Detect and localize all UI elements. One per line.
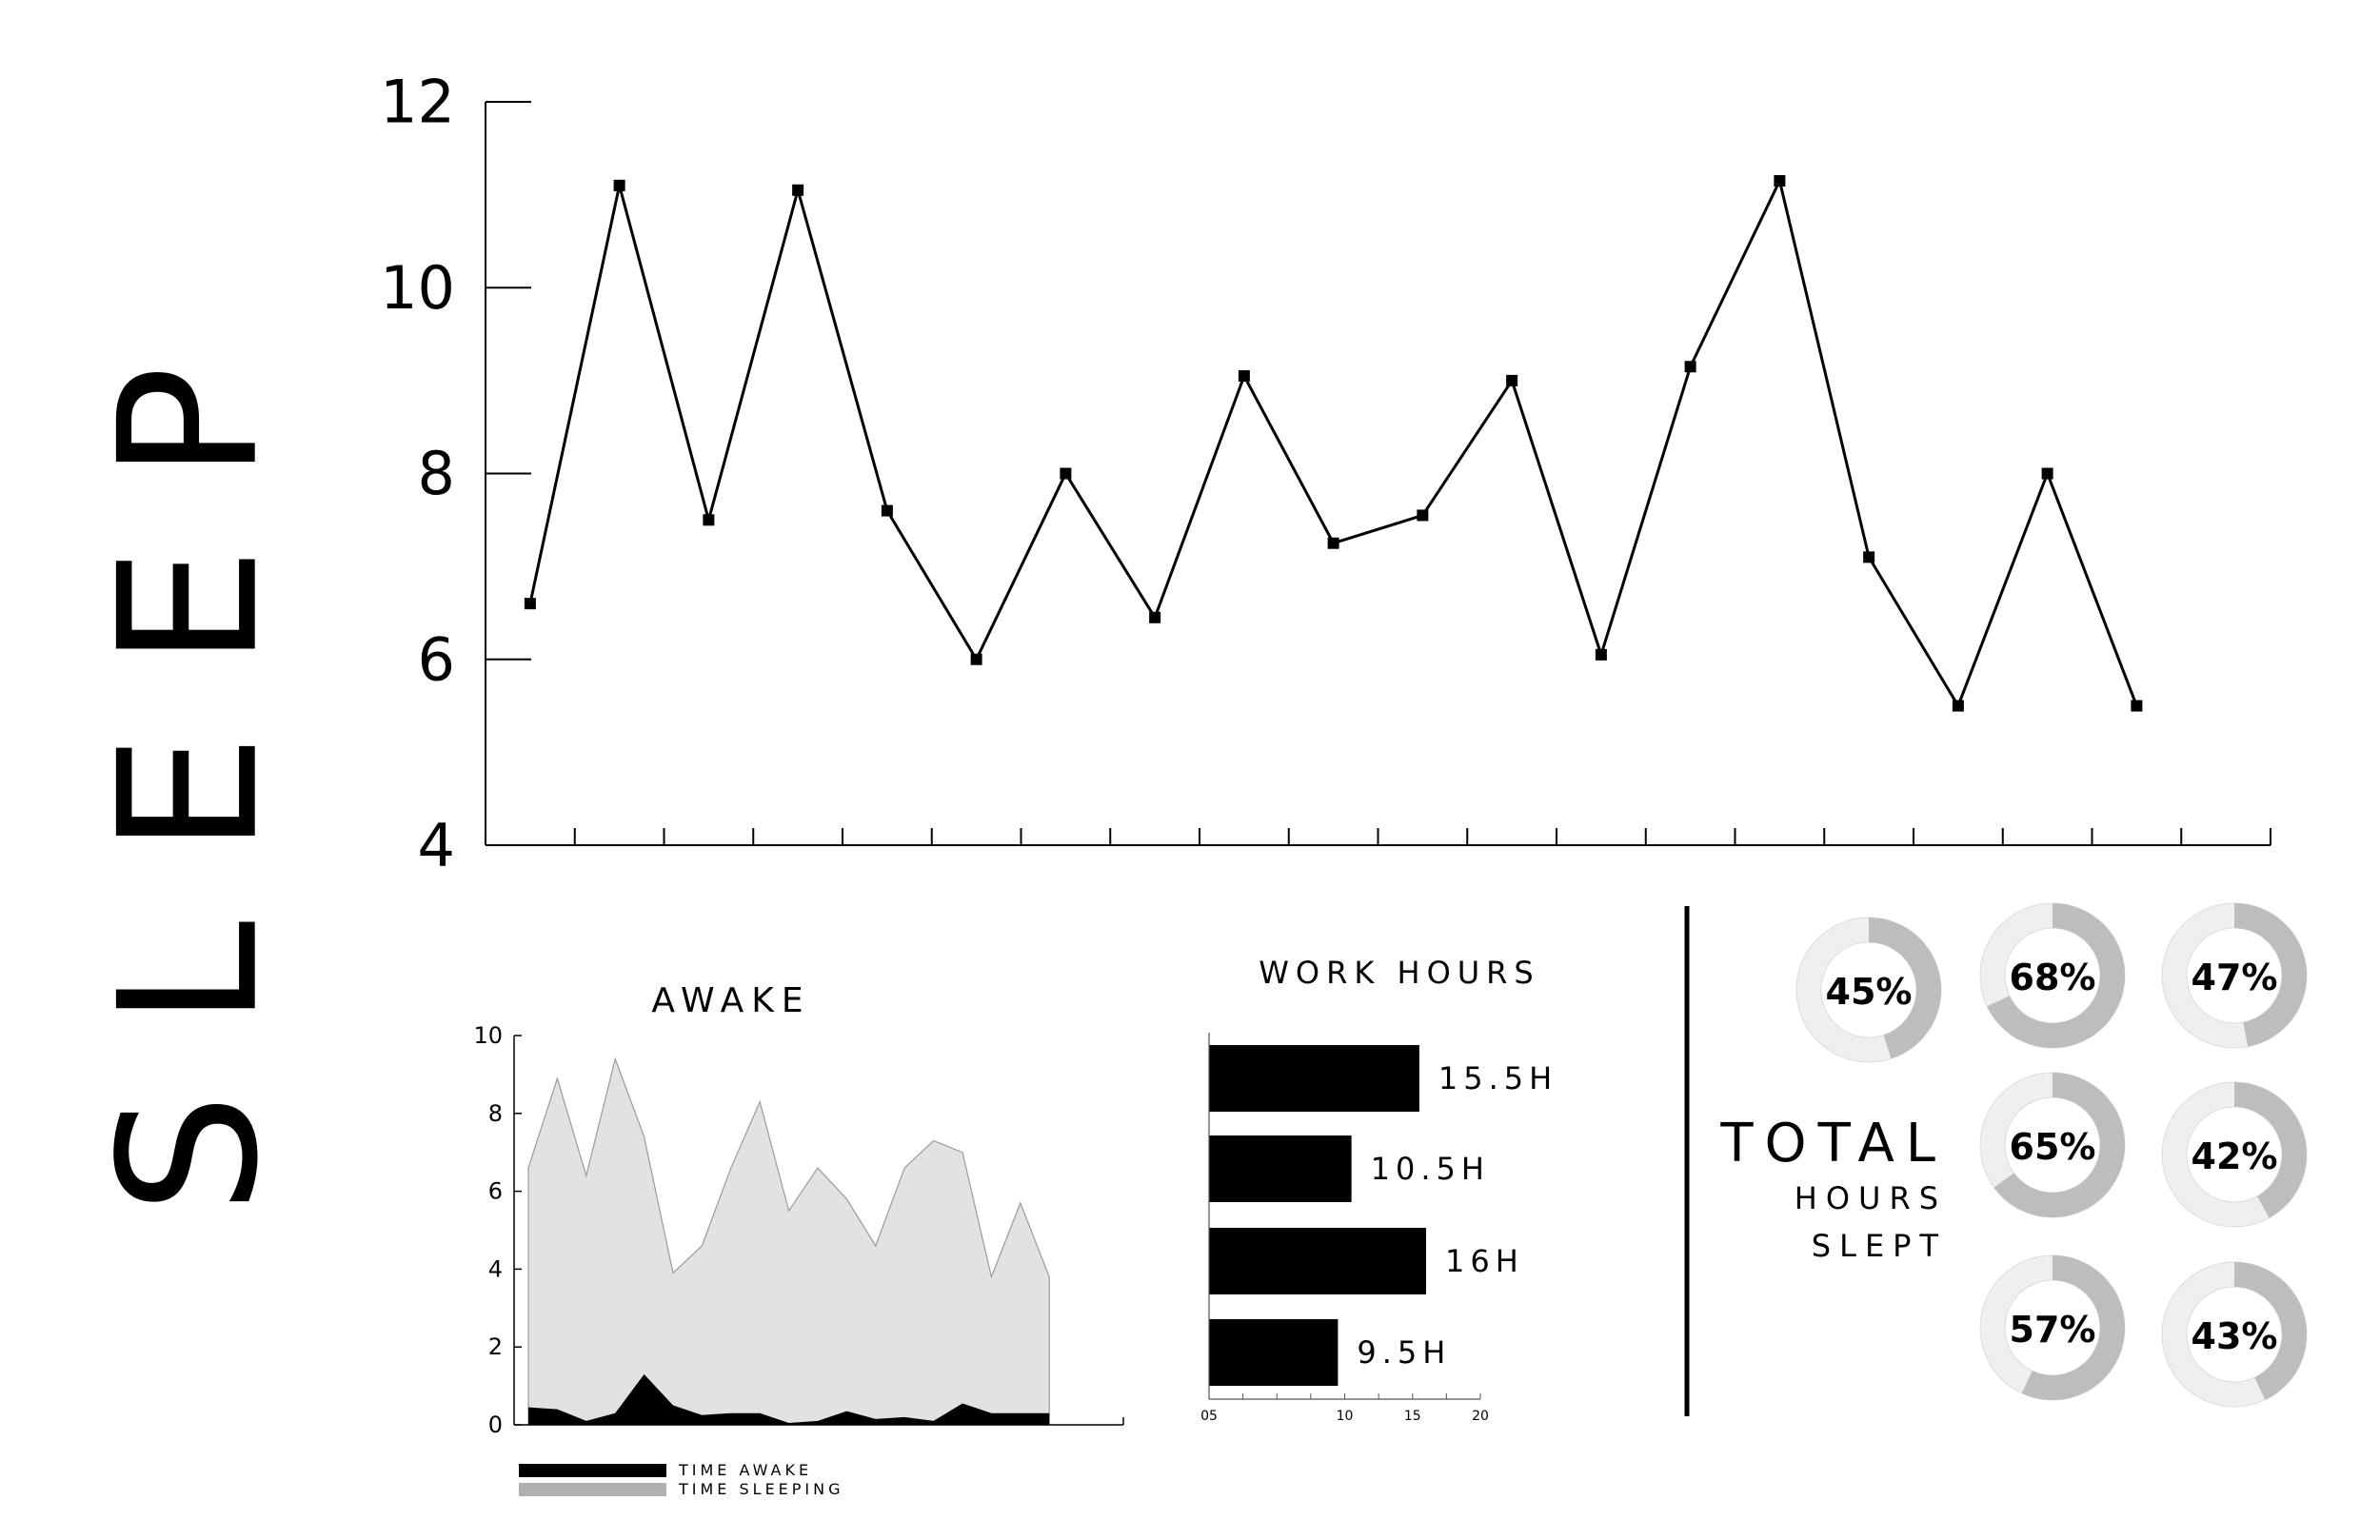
legend-label-time-sleeping: TIME SLEEPING xyxy=(678,1480,844,1498)
line-chart-point xyxy=(2041,467,2053,480)
donut-percent-label: 43% xyxy=(2192,1315,2278,1357)
line-chart-y-tick-label: 12 xyxy=(380,68,455,137)
work-hours-bar-chart: WORK HOURS 15.5H 10.5H 16H 9.5H 05 10 15 20 xyxy=(1200,955,1557,1424)
donut-percent-label: 57% xyxy=(2010,1309,2096,1351)
line-chart-x-ticks xyxy=(573,828,2271,845)
work-hours-bar-label: 9.5H xyxy=(1357,1334,1451,1371)
donut-charts: 45% 68% 47% 65% 42% 57% 43% xyxy=(1795,902,2308,1408)
work-hours-title: WORK HOURS xyxy=(1259,955,1539,991)
line-chart-point xyxy=(524,598,536,610)
bar-chart-x-tick-label: 10 xyxy=(1337,1409,1354,1424)
line-chart-point xyxy=(703,514,715,526)
work-hours-bar-label: 16H xyxy=(1445,1243,1524,1279)
line-chart-point xyxy=(1149,611,1161,623)
total-title: TOTAL xyxy=(1719,1113,1947,1175)
line-chart-point xyxy=(1952,700,1964,712)
donut-chart: 42% xyxy=(2161,1081,2308,1228)
line-chart-point xyxy=(1238,369,1250,382)
total-subtitle-line-2: SLEPT xyxy=(1812,1228,1947,1264)
area-chart-series xyxy=(527,1056,1050,1426)
line-chart-y-tick-label: 6 xyxy=(418,624,455,694)
line-chart-point xyxy=(1417,509,1429,522)
area-chart-legend: TIME AWAKE TIME SLEEPING xyxy=(519,1461,844,1498)
donut-value-slice xyxy=(2234,903,2307,1047)
work-hours-bar xyxy=(1209,1228,1426,1294)
donut-value-slice xyxy=(2234,1082,2307,1218)
donut-value-slice xyxy=(1869,918,1941,1059)
area-chart-y-tick-label: 0 xyxy=(488,1412,503,1438)
legend-swatch-time-sleeping xyxy=(519,1483,666,1496)
line-chart-point xyxy=(1684,361,1696,373)
donut-chart: 43% xyxy=(2161,1261,2308,1408)
donut-chart: 47% xyxy=(2161,902,2308,1049)
legend-swatch-time-awake xyxy=(519,1464,666,1477)
donut-value-slice xyxy=(2234,1262,2307,1400)
area-series-time-sleeping xyxy=(527,1056,1050,1426)
bar-chart-x-tick-label: 15 xyxy=(1404,1409,1421,1424)
total-hours-slept-section: TOTAL HOURS SLEPT 45% 68% 47% 65% 42% 57% 43% xyxy=(1719,902,2308,1408)
bar-chart-bars: 15.5H 10.5H 16H 9.5H xyxy=(1209,1045,1557,1386)
donut-chart: 57% xyxy=(1979,1254,2126,1401)
donut-chart: 45% xyxy=(1795,917,1942,1063)
work-hours-bar xyxy=(1209,1135,1352,1202)
awake-area-chart: AWAKE 0 2 4 6 8 10 TIME AWAKE TIME SLEEPING xyxy=(473,981,1124,1498)
work-hours-bar xyxy=(1209,1319,1339,1386)
work-hours-bar-label: 10.5H xyxy=(1371,1151,1490,1187)
bar-chart-x-ticks: 05 10 15 20 xyxy=(1200,1409,1489,1424)
bar-chart-axes xyxy=(1208,1033,1481,1400)
donut-percent-label: 42% xyxy=(2192,1135,2278,1177)
line-chart-y-tick-label: 4 xyxy=(418,811,455,880)
line-chart-point xyxy=(613,179,625,191)
donut-percent-label: 47% xyxy=(2192,957,2278,998)
donut-percent-label: 65% xyxy=(2010,1126,2096,1168)
line-chart-point xyxy=(881,504,893,517)
area-chart-y-tick-label: 8 xyxy=(488,1100,503,1127)
awake-chart-title: AWAKE xyxy=(651,981,810,1020)
line-chart-point xyxy=(1863,551,1875,563)
line-chart-point xyxy=(1506,374,1518,386)
line-chart-point xyxy=(1595,648,1607,661)
bar-chart-x-tick-label: 05 xyxy=(1200,1409,1218,1424)
work-hours-bar xyxy=(1209,1045,1419,1112)
area-chart-y-ticks: 0 2 4 6 8 10 xyxy=(473,1022,522,1438)
line-chart-y-ticks: 4 6 8 10 12 xyxy=(380,68,531,880)
area-chart-y-tick-label: 2 xyxy=(488,1333,503,1360)
work-hours-bar-label: 15.5H xyxy=(1438,1060,1557,1096)
line-chart-point xyxy=(2131,700,2143,712)
line-chart-y-tick-label: 10 xyxy=(380,253,455,323)
donut-chart: 65% xyxy=(1979,1072,2126,1218)
legend-label-time-awake: TIME AWAKE xyxy=(678,1461,812,1479)
bar-chart-x-tick-label: 20 xyxy=(1472,1409,1489,1424)
total-subtitle-line-1: HOURS xyxy=(1795,1180,1947,1216)
line-chart-axes xyxy=(485,102,2271,846)
line-chart-series xyxy=(524,174,2143,712)
area-chart-y-tick-label: 4 xyxy=(488,1255,503,1282)
area-chart-axes xyxy=(513,1036,1124,1426)
donut-percent-label: 45% xyxy=(1826,971,1913,1013)
area-chart-y-tick-label: 6 xyxy=(488,1178,503,1205)
line-chart-point xyxy=(1774,174,1786,187)
sleep-line-chart: 4 6 8 10 12 xyxy=(380,68,2271,880)
area-chart-y-tick-label: 10 xyxy=(473,1022,503,1049)
donut-chart: 68% xyxy=(1979,902,2126,1049)
donut-value-slice xyxy=(2021,1255,2125,1400)
line-chart-point xyxy=(1327,537,1339,549)
donut-percent-label: 68% xyxy=(2010,957,2096,998)
page-title: SLEEP xyxy=(79,299,301,1214)
line-chart-point xyxy=(1060,467,1072,480)
line-chart-point xyxy=(970,653,982,665)
area-series-time-awake xyxy=(528,1373,1050,1425)
donut-value-slice xyxy=(1987,903,2125,1048)
donut-value-slice xyxy=(1993,1073,2125,1217)
line-chart-y-tick-label: 8 xyxy=(418,439,455,508)
line-chart-point xyxy=(792,184,804,196)
line-chart-series-line xyxy=(528,176,2138,709)
